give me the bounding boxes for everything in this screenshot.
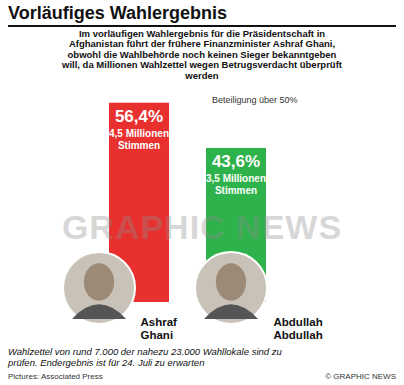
html-text:Ashraf: Ashraf bbox=[140, 316, 177, 328]
html-text:Vorläufiges Wahlergebnis: Vorläufiges Wahlergebnis bbox=[8, 3, 227, 23]
svg-text:4,5 Millionen: 4,5 Millionen bbox=[109, 128, 169, 139]
html-text:Ghani: Ghani bbox=[140, 329, 174, 341]
svg-text:Stimmen: Stimmen bbox=[215, 185, 257, 196]
html-text:Pictures: Associated Press: Pictures: Associated Press bbox=[8, 372, 103, 381]
html-text:Abdullah: Abdullah bbox=[273, 316, 323, 328]
svg-text:3,5 Millionen: 3,5 Millionen bbox=[206, 173, 266, 184]
html-text:Abdullah: Abdullah bbox=[273, 329, 323, 341]
svg-text:Stimmen: Stimmen bbox=[118, 140, 160, 151]
html-text:Im vorläufigen Wahlergebnis fü: Im vorläufigen Wahlergebnis für die Präs… bbox=[62, 28, 342, 81]
html-text:Wahlzettel von rund 7.000 der: Wahlzettel von rund 7.000 der nahezu 23.… bbox=[8, 346, 282, 368]
svg-text:43,6%: 43,6% bbox=[212, 152, 260, 171]
html-text:© GRAPHIC NEWS: © GRAPHIC NEWS bbox=[325, 372, 396, 381]
svg-text:56,4%: 56,4% bbox=[115, 107, 163, 126]
html-text:Beteiligung über 50%: Beteiligung über 50% bbox=[212, 95, 298, 105]
html-text:GRAPHIC NEWS: GRAPHIC NEWS bbox=[61, 208, 343, 246]
